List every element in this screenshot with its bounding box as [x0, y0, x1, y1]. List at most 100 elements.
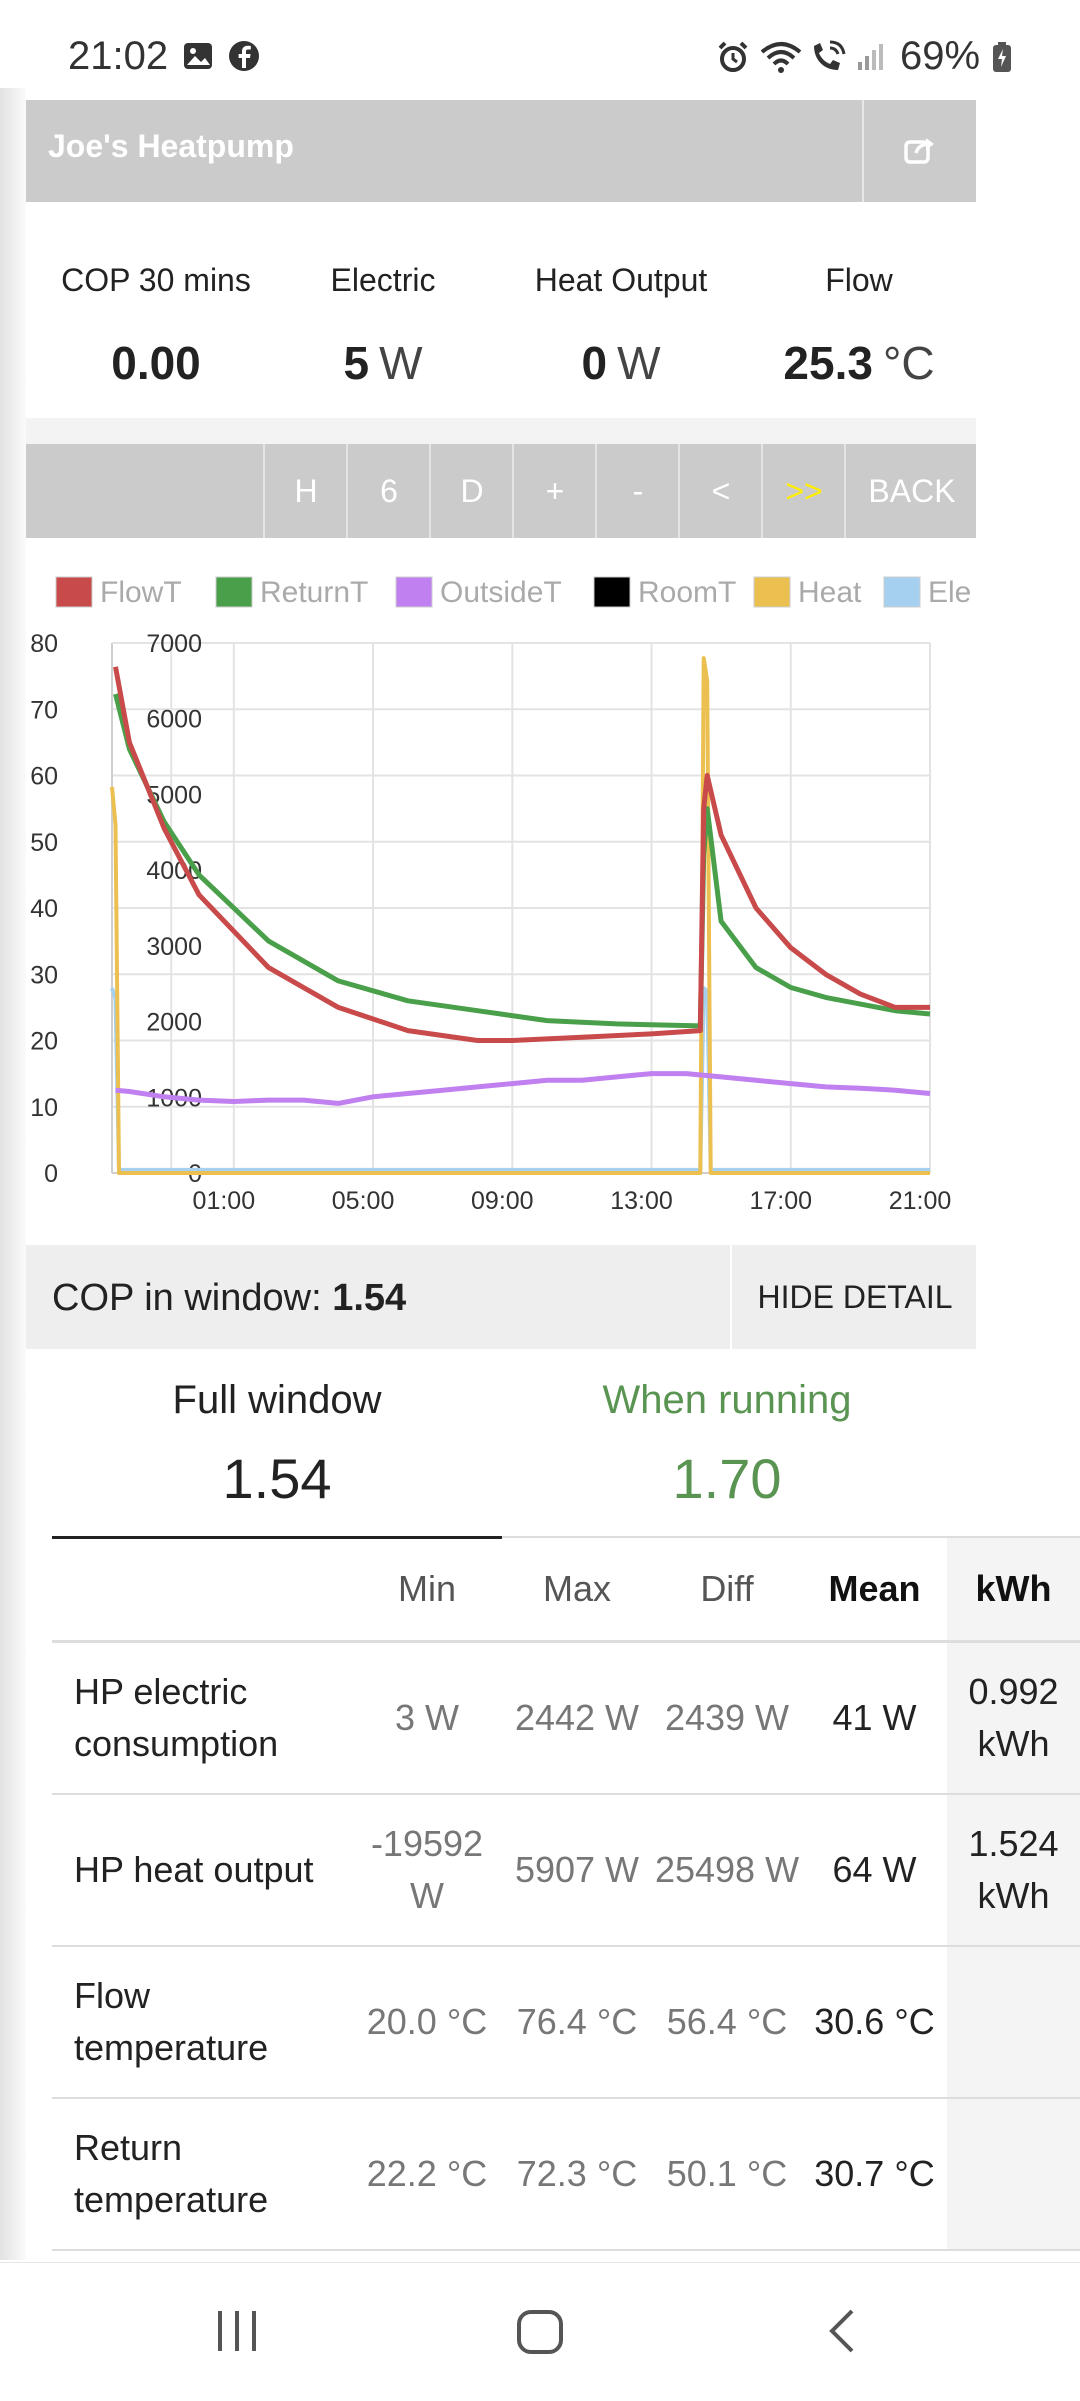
legend-label: ReturnT	[260, 576, 368, 609]
table-row: HP electric consumption 3 W 2442 W 2439 …	[52, 1641, 1080, 1795]
row-name: HP heat output	[52, 1794, 352, 1947]
zoom-out-button[interactable]: -	[595, 444, 679, 538]
legend-swatch	[593, 576, 631, 608]
column-header-max: Max	[502, 1538, 652, 1643]
y-right-tick-label: 3000	[146, 933, 202, 961]
legend-swatch	[753, 576, 791, 608]
app-header: Joe's Heatpump	[26, 100, 976, 202]
cell-diff: 25498 W	[652, 1794, 802, 1947]
legend-swatch	[215, 576, 253, 608]
cell-mean: 41 W	[802, 1641, 947, 1795]
legend-label: OutsideT	[440, 576, 562, 609]
stat-value-flow: 25.3 °C	[783, 337, 935, 389]
home-icon[interactable]	[516, 2309, 564, 2360]
row-name: HP electric consumption	[52, 1641, 352, 1795]
page-edge	[0, 88, 26, 2260]
column-header	[52, 1538, 352, 1643]
row-name: Return temperature	[52, 2098, 352, 2251]
y-left-tick-label: 50	[30, 829, 58, 857]
cop-window-label: COP in window: 1.54	[52, 1277, 407, 1319]
stat-label-flow: Flow	[825, 262, 893, 298]
column-header-mean: Mean	[802, 1538, 947, 1643]
y-left-tick-label: 0	[44, 1160, 58, 1188]
day-button[interactable]: D	[429, 444, 513, 538]
table-row: Return temperature 22.2 °C 72.3 °C 50.1 …	[52, 2098, 1080, 2251]
image-icon	[182, 40, 214, 80]
cell-diff: 56.4 °C	[652, 1946, 802, 2099]
share-button[interactable]	[862, 100, 978, 202]
series-line-flowt	[113, 666, 930, 1043]
wifi-icon	[760, 40, 802, 82]
back-button[interactable]: BACK	[844, 444, 978, 538]
cell-kwh	[947, 1946, 1080, 2099]
time-window-toolbar: H 6 D + - < >> BACK	[26, 444, 976, 538]
heatpump-chart[interactable]: 80 70 60 50 40 30 20 10 0 7000 6000 5000 4000 3000 200…	[26, 555, 976, 1235]
chart-svg: 8070605040302010070006000500040003000200…	[30, 576, 971, 1215]
hide-detail-button[interactable]: HIDE DETAIL	[730, 1245, 978, 1349]
page-title: Joe's Heatpump	[48, 128, 294, 164]
facebook-icon	[228, 40, 260, 80]
tab-when-running-value: 1.70	[672, 1447, 782, 1510]
cell-mean: 30.7 °C	[802, 2098, 947, 2251]
x-tick-label: 17:00	[749, 1187, 812, 1215]
recent-apps-icon[interactable]	[214, 2309, 260, 2358]
tab-when-running[interactable]: When running 1.70	[502, 1370, 1080, 1538]
system-nav-bar	[0, 2262, 1080, 2401]
cell-mean: 30.6 °C	[802, 1946, 947, 2099]
cell-max: 5907 W	[502, 1794, 652, 1947]
legend-label: Ele	[928, 576, 971, 609]
legend-label: RoomT	[638, 576, 736, 609]
y-left-tick-label: 30	[30, 961, 58, 989]
cell-diff: 2439 W	[652, 1641, 802, 1795]
battery-level: 69%	[900, 34, 981, 78]
tab-when-running-title: When running	[602, 1378, 852, 1422]
y-left-tick-label: 20	[30, 1028, 58, 1056]
y-left-tick-label: 80	[30, 630, 58, 658]
cell-max: 2442 W	[502, 1641, 652, 1795]
x-tick-label: 13:00	[610, 1187, 673, 1215]
pan-left-button[interactable]: <	[678, 444, 762, 538]
table-header-row: Min Max Diff Mean kWh	[52, 1538, 1080, 1643]
cell-min: 22.2 °C	[352, 2098, 502, 2251]
stat-value-cop: 0.00	[111, 337, 201, 389]
battery-icon	[992, 42, 1012, 77]
stat-label-electric: Electric	[330, 262, 436, 298]
x-tick-label: 09:00	[471, 1187, 534, 1215]
table-row: Flow temperature 20.0 °C 76.4 °C 56.4 °C…	[52, 1946, 1080, 2099]
status-time: 21:02	[68, 34, 169, 78]
cop-window-value: 1.54	[332, 1277, 407, 1319]
cell-max: 72.3 °C	[502, 2098, 652, 2251]
cell-kwh: 1.524 kWh	[947, 1794, 1080, 1947]
tab-full-window-title: Full window	[172, 1378, 382, 1422]
section-divider	[26, 418, 976, 444]
back-icon[interactable]	[826, 2307, 858, 2360]
x-tick-label: 05:00	[332, 1187, 395, 1215]
cell-diff: 50.1 °C	[652, 2098, 802, 2251]
hour-button[interactable]: H	[263, 444, 347, 538]
column-header-diff: Diff	[652, 1538, 802, 1643]
tab-full-window-value: 1.54	[222, 1447, 332, 1510]
cell-min: 20.0 °C	[352, 1946, 502, 2099]
y-right-tick-label: 2000	[146, 1009, 202, 1037]
cell-min: -19592 W	[352, 1794, 502, 1947]
series-line-outsidet	[115, 1071, 931, 1106]
y-right-tick-label: 6000	[146, 706, 202, 734]
zoom-in-button[interactable]: +	[512, 444, 596, 538]
column-header-min: Min	[352, 1538, 502, 1643]
y-left-tick-label: 40	[30, 895, 58, 923]
tab-full-window[interactable]: Full window 1.54	[52, 1370, 502, 1539]
y-left-tick-label: 60	[30, 763, 58, 791]
stats-table: Min Max Diff Mean kWh HP electric consum…	[52, 1538, 1080, 2251]
six-hour-button[interactable]: 6	[346, 444, 430, 538]
cell-max: 76.4 °C	[502, 1946, 652, 2099]
pan-right-button[interactable]: >>	[761, 444, 845, 538]
status-bar: 21:02 69%	[0, 0, 1080, 88]
column-header-kwh: kWh	[947, 1538, 1080, 1643]
y-left-tick-label: 70	[30, 696, 58, 724]
x-tick-label: 01:00	[193, 1187, 256, 1215]
cell-min: 3 W	[352, 1641, 502, 1795]
y-right-tick-label: 7000	[146, 630, 202, 658]
